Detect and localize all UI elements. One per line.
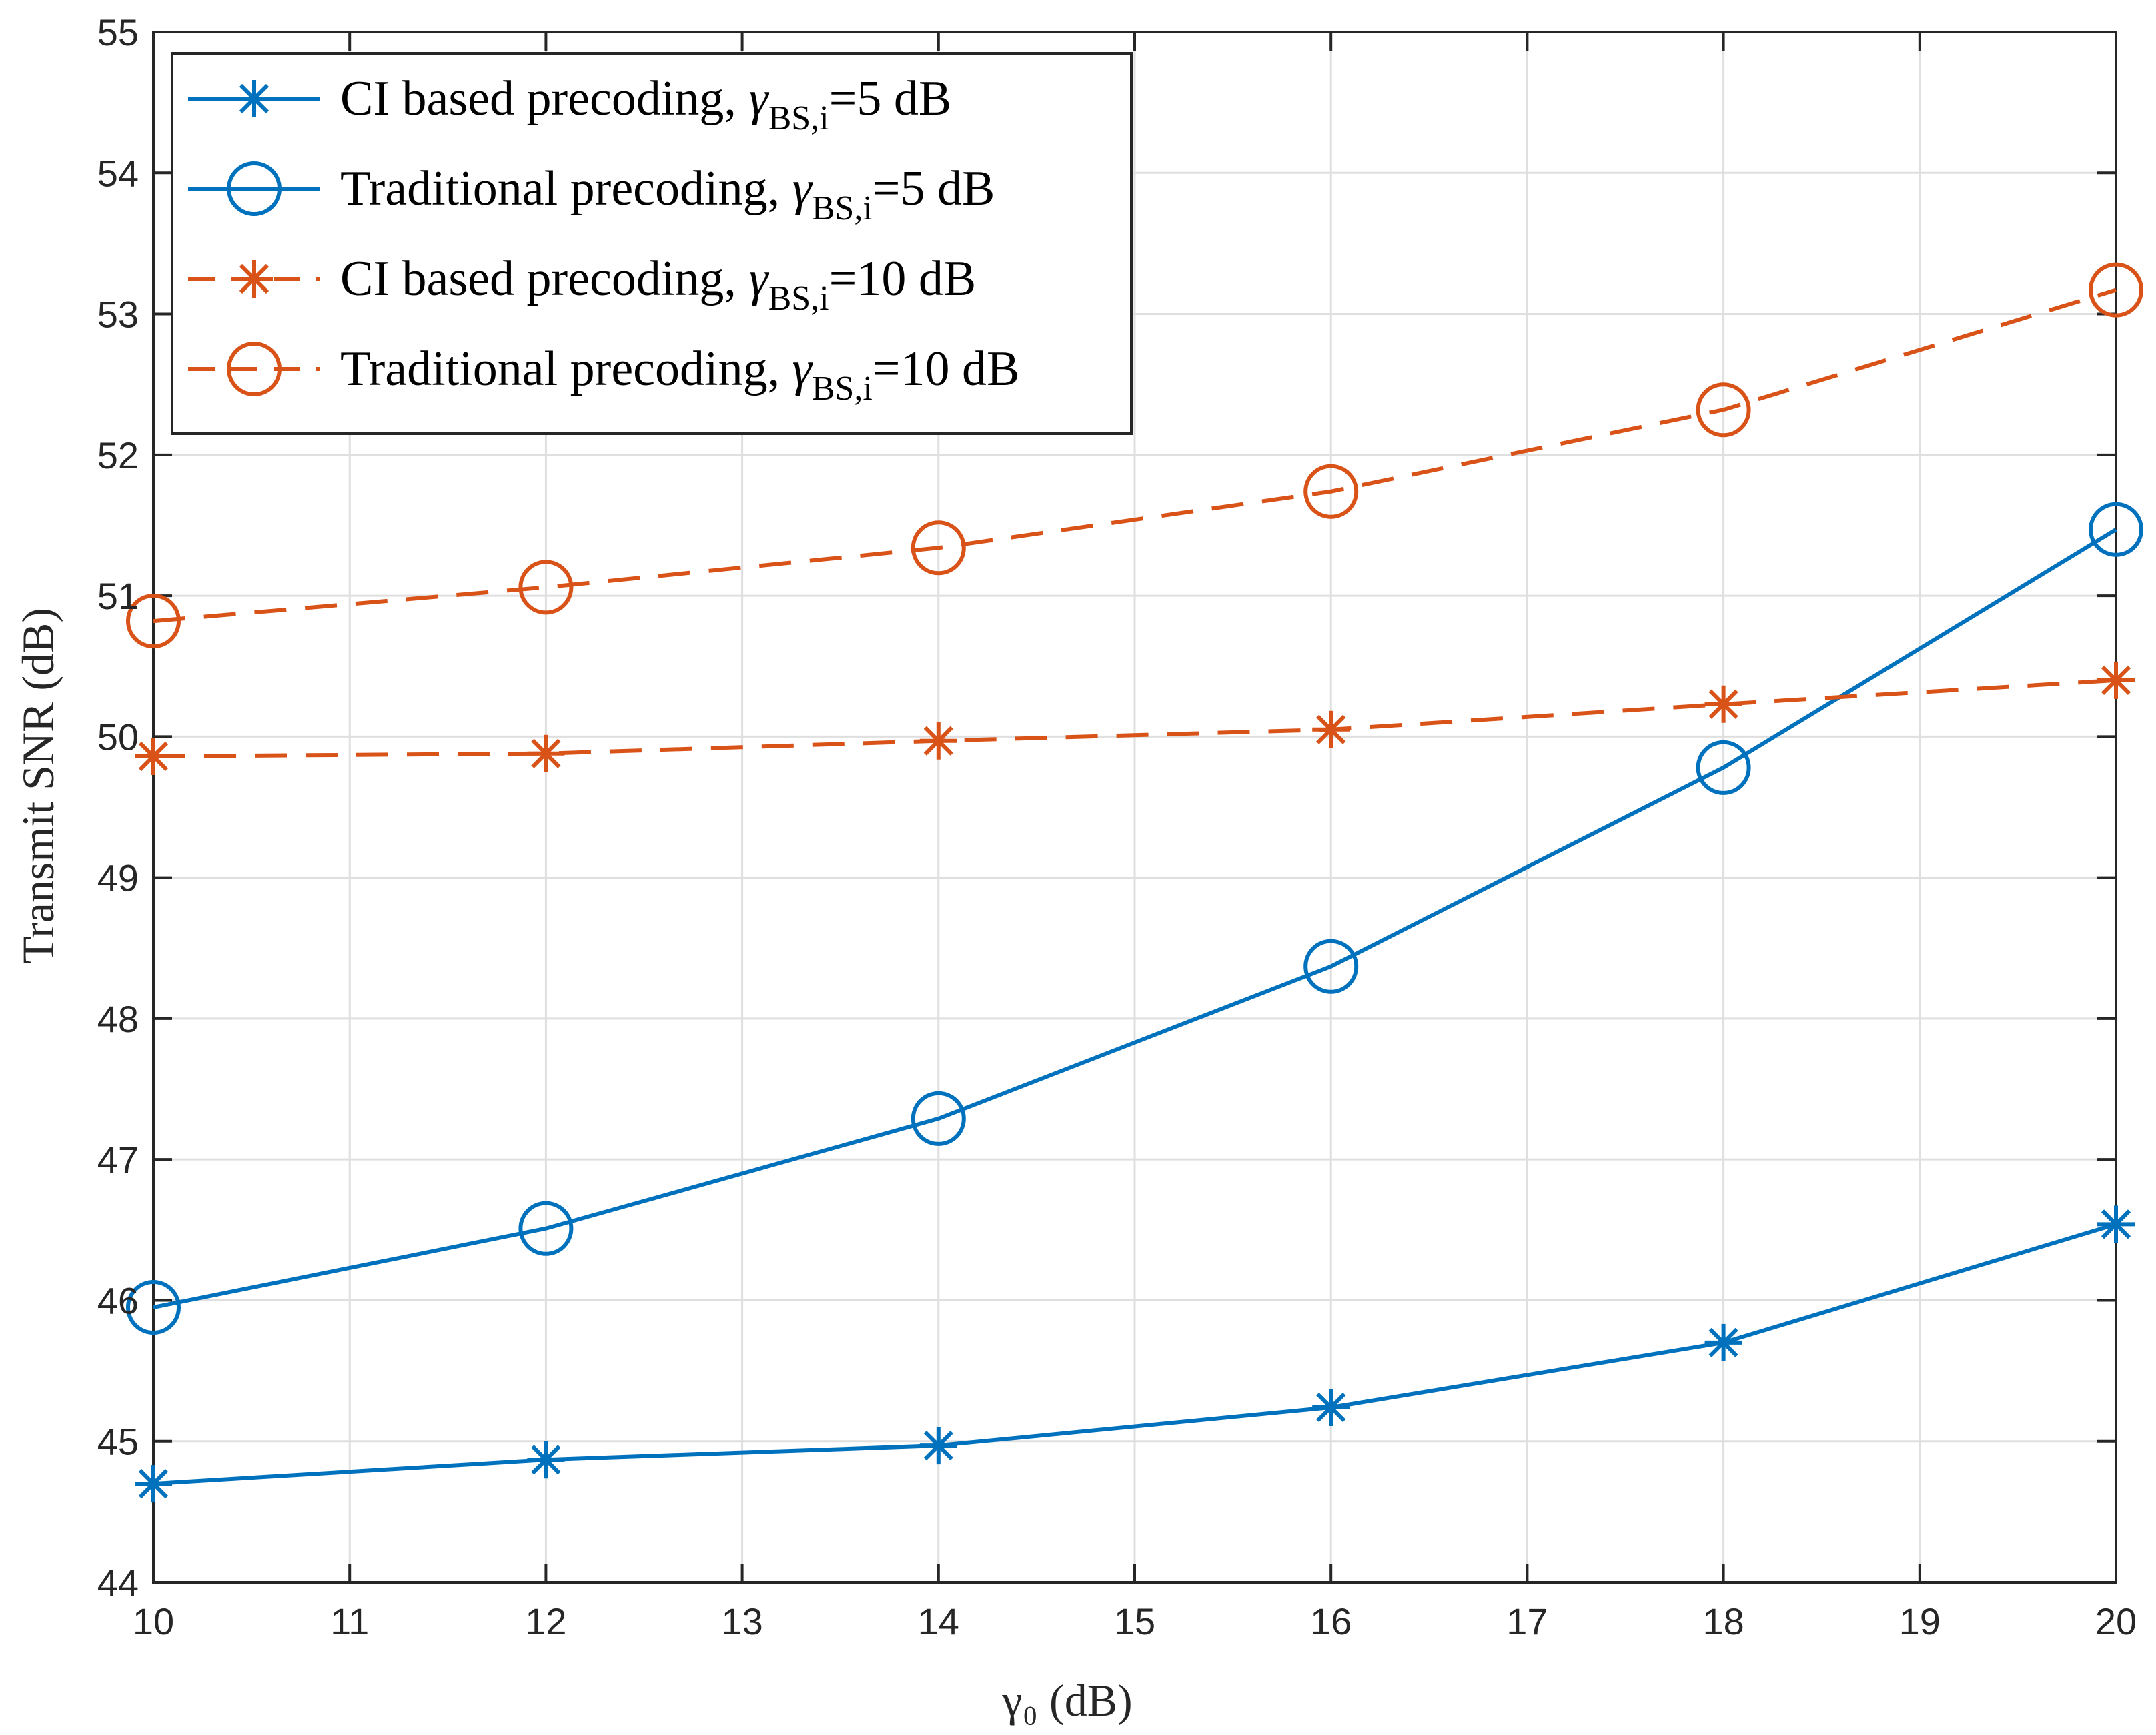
y-tick-label: 54 xyxy=(97,152,139,194)
x-tick-label: 17 xyxy=(1506,1600,1548,1642)
data-point xyxy=(1312,710,1350,748)
series-2 xyxy=(126,502,2143,1335)
data-point xyxy=(2089,502,2143,557)
series-4 xyxy=(126,262,2143,649)
x-tick-label: 10 xyxy=(133,1600,174,1642)
data-point xyxy=(1312,1389,1350,1427)
legend-item: CI based precoding, γBS,i=10 dB xyxy=(188,251,976,318)
x-tick-label: 16 xyxy=(1310,1600,1352,1642)
y-tick-label: 46 xyxy=(97,1279,139,1321)
data-point xyxy=(1303,939,1359,994)
data-point xyxy=(2097,1205,2135,1243)
legend-marker xyxy=(235,80,273,117)
series-line xyxy=(153,1222,2117,1486)
data-point xyxy=(126,594,181,649)
series-line xyxy=(153,528,2117,1309)
data-point xyxy=(518,1201,574,1256)
x-tick-label: 18 xyxy=(1702,1600,1744,1642)
data-point xyxy=(919,1427,957,1465)
data-point xyxy=(527,734,565,772)
series-layer xyxy=(126,262,2143,1503)
legend-label: Traditional precoding, γBS,i=10 dB xyxy=(340,342,1019,408)
series-line xyxy=(153,678,2117,758)
data-point xyxy=(1704,685,1742,723)
x-tick-label: 14 xyxy=(918,1600,959,1642)
data-point xyxy=(1704,1323,1742,1361)
y-tick-label: 51 xyxy=(97,575,139,617)
legend-item: Traditional precoding, γBS,i=5 dB xyxy=(188,161,995,227)
y-tick-label: 50 xyxy=(97,716,139,758)
legend-marker xyxy=(227,342,282,396)
legend-label: CI based precoding, γBS,i=10 dB xyxy=(340,251,976,318)
data-point xyxy=(2097,661,2135,699)
y-tick-label: 55 xyxy=(97,11,139,53)
y-tick-label: 52 xyxy=(97,434,139,476)
legend: CI based precoding, γBS,i=5 dB Traditiona… xyxy=(171,52,1133,435)
data-point xyxy=(1696,740,1751,795)
plot-frame xyxy=(152,31,2117,1584)
x-tick-label: 11 xyxy=(330,1600,369,1642)
x-tick-label: 15 xyxy=(1114,1600,1155,1642)
legend-item: Traditional precoding, γBS,i=10 dB xyxy=(188,342,1019,408)
data-point xyxy=(911,1091,966,1146)
data-point xyxy=(135,737,172,775)
data-point xyxy=(1696,382,1751,438)
tick-labels: 10 11 12 13 14 15 16 17 18 19 20 44 45 46 47 48 49 50 51 52… xyxy=(97,11,2137,1642)
series-line xyxy=(153,287,2117,624)
legend-box xyxy=(171,52,1133,435)
data-point xyxy=(919,722,957,760)
x-axis-label: γ₀ (dB) xyxy=(1001,1675,1132,1726)
data-point xyxy=(518,560,574,615)
y-tick-label: 45 xyxy=(97,1421,139,1463)
legend-label: Traditional precoding, γBS,i=5 dB xyxy=(340,161,995,227)
data-point xyxy=(911,520,966,576)
y-tick-label: 47 xyxy=(97,1139,139,1181)
x-tick-label: 12 xyxy=(525,1600,566,1642)
legend-item: CI based precoding, γBS,i=5 dB xyxy=(188,71,951,137)
x-tick-label: 13 xyxy=(721,1600,762,1642)
data-point xyxy=(527,1441,565,1479)
legend-marker xyxy=(227,161,282,216)
legend-label: CI based precoding, γBS,i=5 dB xyxy=(340,71,951,137)
x-tick-label: 20 xyxy=(2095,1600,2137,1642)
grid xyxy=(153,32,2116,1582)
x-tick-label: 19 xyxy=(1899,1600,1941,1642)
data-point xyxy=(1303,464,1359,519)
data-point xyxy=(135,1465,172,1503)
data-point xyxy=(126,1280,181,1335)
y-axis-label: Transmit SNR (dB) xyxy=(13,608,63,964)
legend-marker xyxy=(235,260,273,298)
data-point xyxy=(2089,262,2143,318)
y-tick-label: 44 xyxy=(97,1562,139,1604)
y-tick-label: 53 xyxy=(97,294,139,336)
series-3 xyxy=(135,661,2135,775)
series-1 xyxy=(135,1205,2135,1503)
y-tick-label: 48 xyxy=(97,998,139,1040)
y-tick-label: 49 xyxy=(97,857,139,899)
